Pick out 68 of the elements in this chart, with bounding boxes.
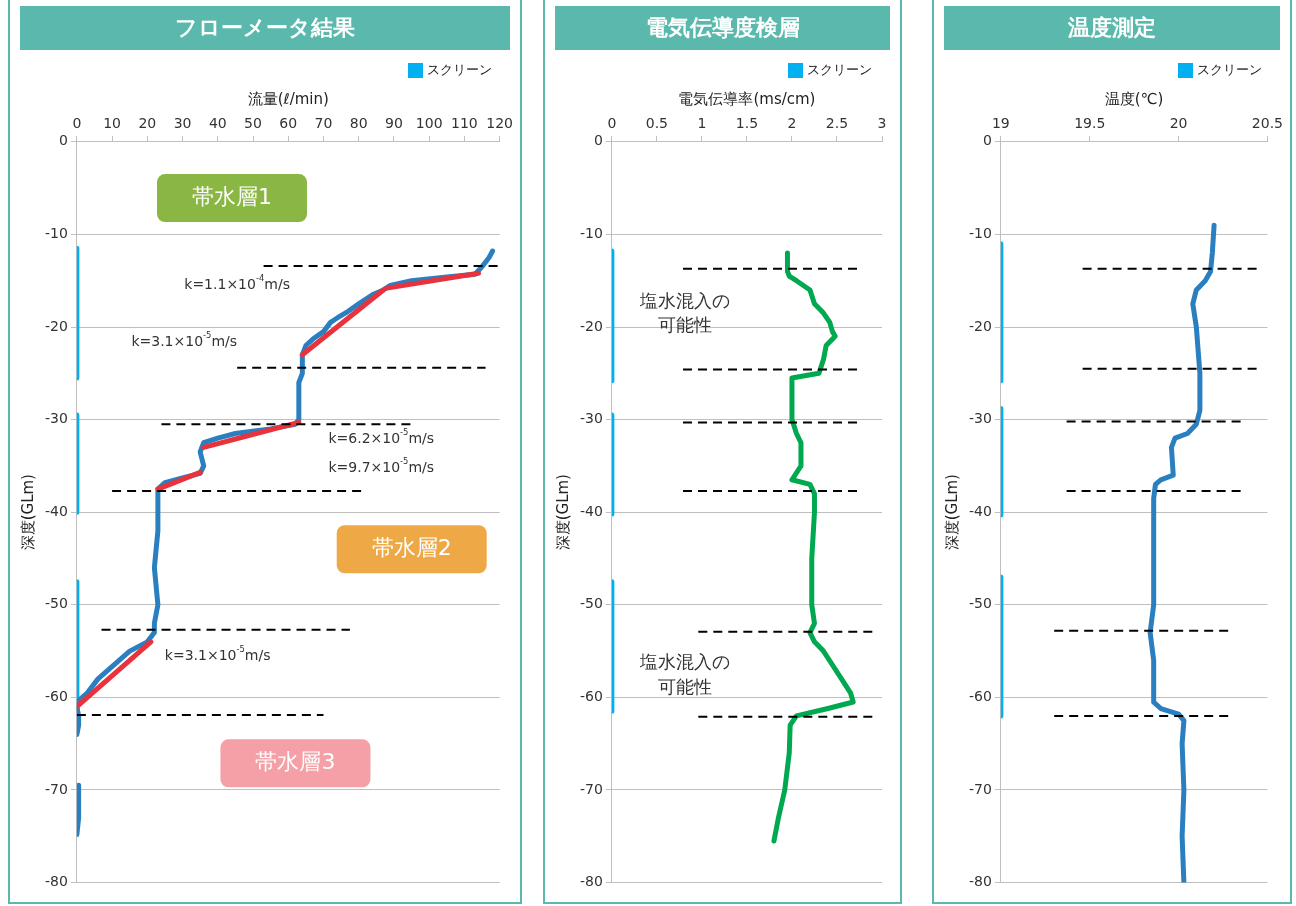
x-tick-label: 50 (244, 115, 262, 132)
y-tick-label: -20 (968, 317, 992, 334)
y-tick-label: -10 (579, 225, 603, 242)
y-tick-label: -60 (44, 688, 68, 705)
chart-title: 温度測定 (944, 6, 1280, 50)
y-tick-label: -80 (579, 873, 603, 890)
x-tick-label: 19 (991, 115, 1010, 132)
y-tick-label: -20 (579, 317, 603, 334)
legend-label: スクリーン (1197, 61, 1262, 77)
y-tick-label: -10 (968, 225, 992, 242)
x-tick-label: 2 (787, 115, 797, 132)
y-tick-label: -50 (44, 595, 68, 612)
y-tick-label: -30 (968, 410, 992, 427)
x-tick-label: 2.5 (825, 115, 849, 132)
y-tick-label: 0 (593, 132, 603, 149)
y-tick-label: -50 (968, 595, 992, 612)
x-tick-label: 120 (486, 115, 514, 132)
x-tick-label: 10 (103, 115, 122, 132)
x-tick-label: 20 (1169, 115, 1188, 132)
x-axis-title: 温度(℃) (1104, 89, 1164, 108)
x-axis-title: 流量(ℓ/min) (247, 89, 329, 108)
annotation: 塩水混入の可能性 (638, 289, 730, 335)
y-tick-label: -70 (968, 780, 992, 797)
y-tick-label: -10 (44, 225, 68, 242)
x-tick-label: 0 (72, 115, 82, 132)
chart-title: 電気伝導度検層 (555, 6, 890, 50)
x-tick-label: 0.5 (645, 115, 669, 132)
y-axis-title: 深度(GLm) (18, 474, 37, 551)
annotation: 帯水層3 (255, 749, 336, 775)
x-tick-label: 3 (877, 115, 887, 132)
x-tick-label: 1 (697, 115, 707, 132)
legend-label: スクリーン (807, 61, 872, 77)
x-tick-label: 19.5 (1074, 115, 1106, 132)
y-tick-label: -40 (968, 502, 992, 519)
y-tick-label: 0 (58, 132, 68, 149)
y-axis-title: 深度(GLm) (942, 474, 961, 551)
legend-label: スクリーン (427, 61, 492, 77)
y-tick-label: -70 (579, 780, 603, 797)
x-tick-label: 80 (349, 115, 368, 132)
x-tick-label: 90 (385, 115, 403, 132)
chart-title: フローメータ結果 (20, 6, 510, 50)
y-tick-label: -20 (44, 317, 68, 334)
y-tick-label: -80 (44, 873, 68, 890)
y-tick-label: -40 (579, 502, 603, 519)
x-tick-label: 60 (279, 115, 298, 132)
y-tick-label: -80 (968, 873, 992, 890)
y-tick-label: -60 (579, 688, 603, 705)
y-tick-label: -50 (579, 595, 603, 612)
x-tick-label: 20.5 (1251, 115, 1283, 132)
x-tick-label: 0 (607, 115, 617, 132)
x-tick-label: 40 (208, 115, 227, 132)
x-tick-label: 100 (415, 115, 443, 132)
x-tick-label: 70 (314, 115, 333, 132)
annotation: 帯水層1 (192, 183, 273, 209)
x-tick-label: 110 (451, 115, 478, 132)
annotation: 帯水層2 (371, 534, 452, 560)
y-tick-label: -60 (968, 688, 992, 705)
y-tick-label: -30 (44, 410, 68, 427)
y-axis-title: 深度(GLm) (553, 474, 572, 551)
y-tick-label: 0 (982, 132, 992, 149)
y-tick-label: -40 (44, 502, 68, 519)
x-tick-label: 1.5 (735, 115, 759, 132)
x-tick-label: 20 (138, 115, 157, 132)
x-axis-title: 電気伝導率(ms/cm) (678, 89, 816, 108)
x-tick-label: 30 (173, 115, 192, 132)
y-tick-label: -70 (44, 780, 68, 797)
annotation: 塩水混入の可能性 (638, 651, 730, 697)
y-tick-label: -30 (579, 410, 603, 427)
